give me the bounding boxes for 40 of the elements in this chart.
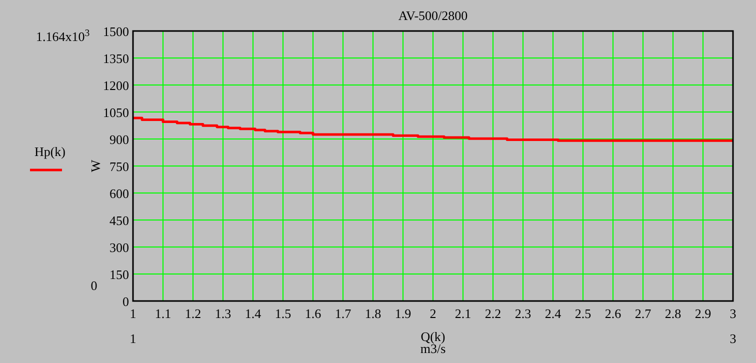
x-tick-label: 2.2 <box>484 306 502 321</box>
x-tick-label: 1.2 <box>184 306 202 321</box>
x-tick-label: 3 <box>730 306 736 321</box>
x-axis-title: Q(k) <box>420 329 446 344</box>
x-tick-label: 2.6 <box>604 306 622 321</box>
text: 1 <box>130 331 136 346</box>
x-tick-label: 1.9 <box>394 306 412 321</box>
x-tick-label: 1.4 <box>244 306 262 321</box>
y-tick-label: 150 <box>110 267 129 282</box>
x-tick-label: 2.1 <box>454 306 472 321</box>
x-tick-label: 2.5 <box>574 306 592 321</box>
text: Hp(k) <box>34 144 66 159</box>
x-tick-label: 1.5 <box>274 306 292 321</box>
x-tick-label: 2.3 <box>514 306 532 321</box>
y-tick-label: 450 <box>110 213 129 228</box>
x-tick-label: 2.4 <box>544 306 562 321</box>
chart-title: AV-500/2800 <box>398 8 468 23</box>
x-tick-label: 1.1 <box>154 306 172 321</box>
text: 3 <box>730 331 736 346</box>
x-tick-label: 2.8 <box>664 306 682 321</box>
x-tick-label: 2.9 <box>694 306 712 321</box>
x-tick-label: 1.7 <box>334 306 352 321</box>
y-tick-label: 600 <box>110 186 129 201</box>
y-tick-label: 900 <box>110 132 129 147</box>
y-tick-label: 1200 <box>103 78 129 93</box>
x-tick-label: 2 <box>430 306 436 321</box>
y-tick-label: 1500 <box>103 24 129 39</box>
y-tick-label: 0 <box>122 294 129 309</box>
x-tick-label: 1.8 <box>364 306 382 321</box>
x-tick-label: 2.7 <box>634 306 652 321</box>
x-tick-label: 1.3 <box>214 306 232 321</box>
y-tick-label: 750 <box>110 159 129 174</box>
text: 0 <box>90 278 98 293</box>
y-tick-label: 1350 <box>103 51 129 66</box>
y-tick-label: 1050 <box>103 105 129 120</box>
y-tick-label: 300 <box>110 240 129 255</box>
x-tick-label: 1.6 <box>304 306 322 321</box>
text: 1.164x10$^{3}$ <box>36 28 90 44</box>
y-axis-title: W <box>88 159 103 172</box>
x-tick-label: 1 <box>130 306 136 321</box>
